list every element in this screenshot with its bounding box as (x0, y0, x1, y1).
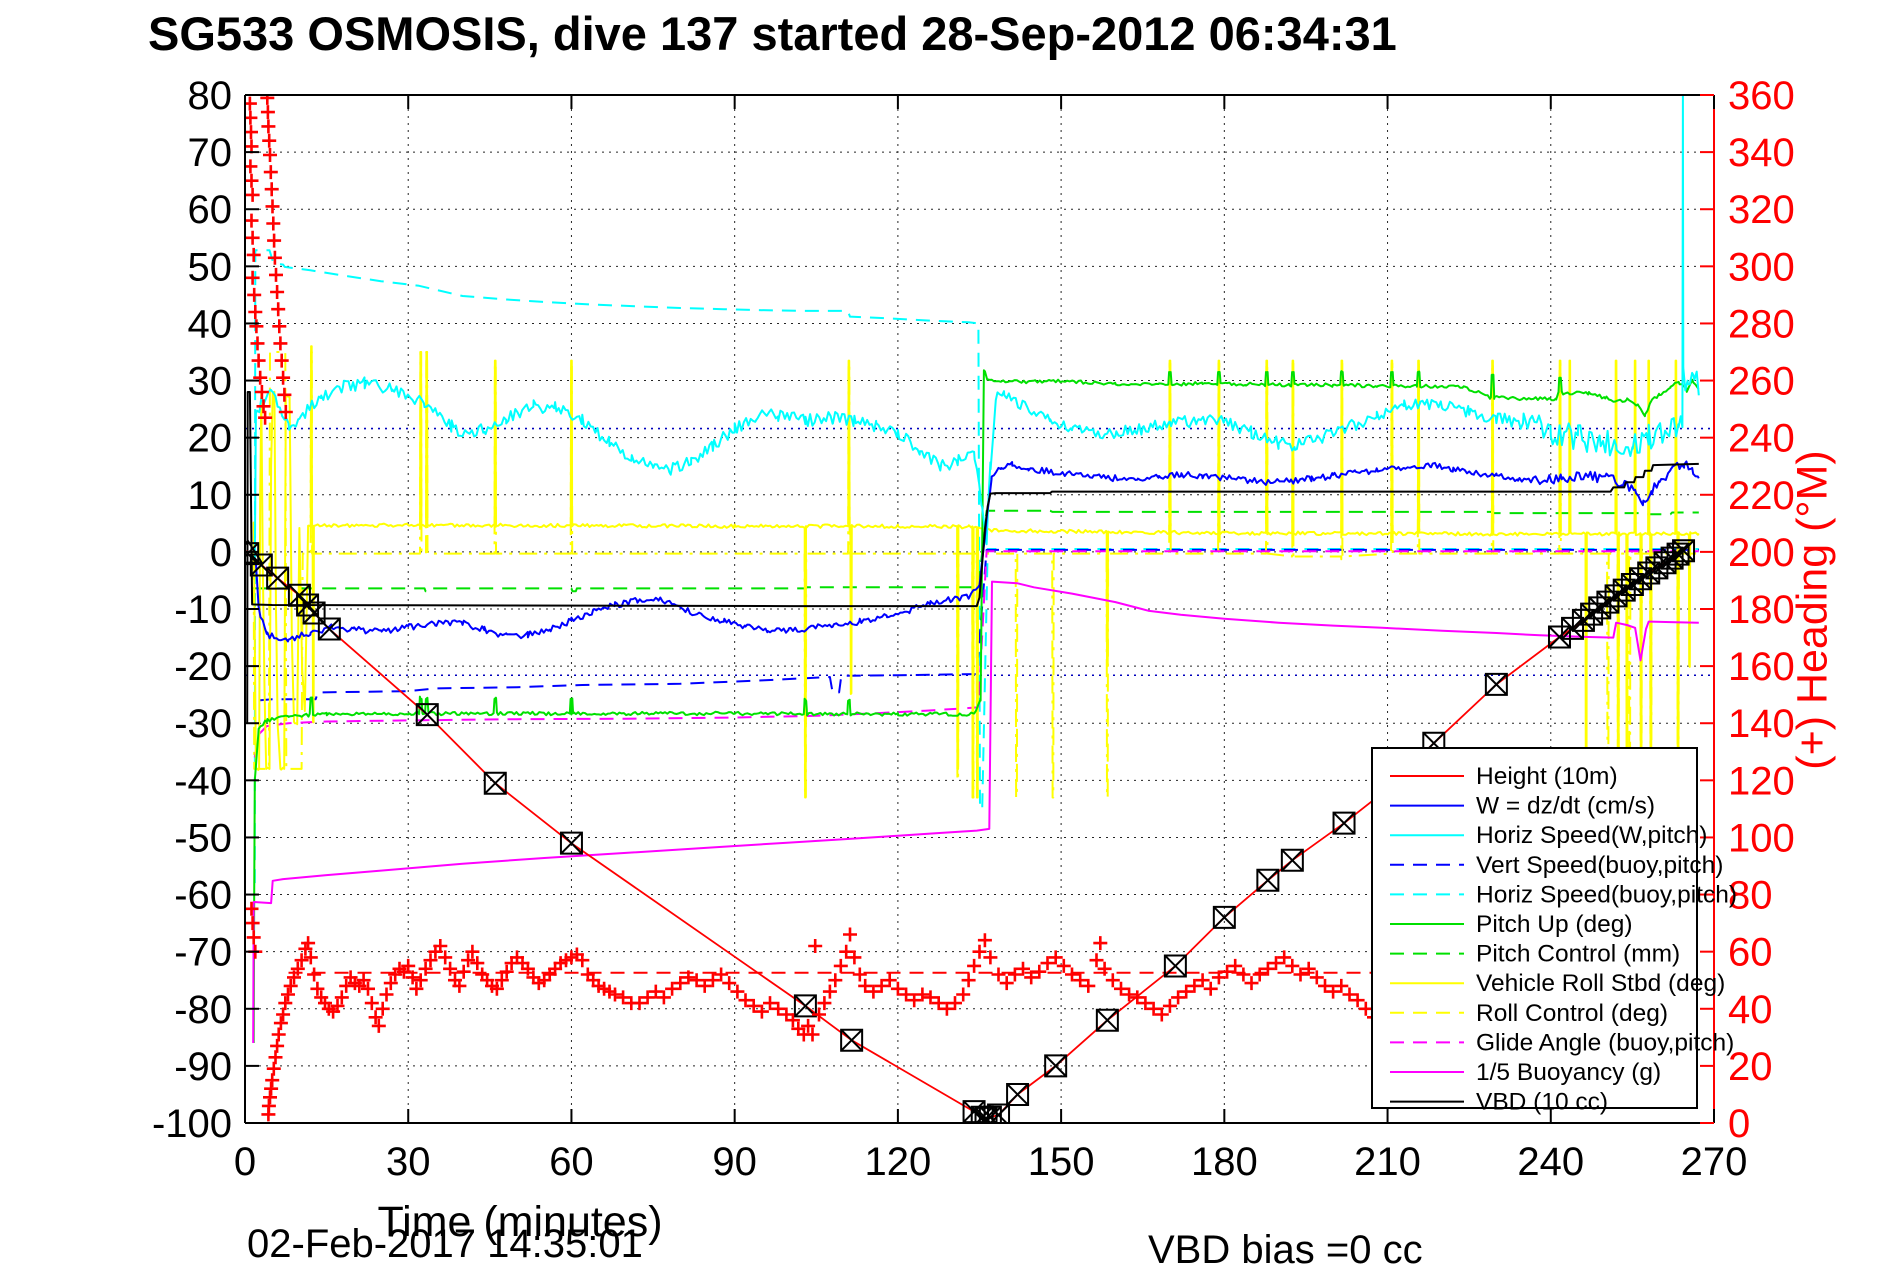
series-vert_buoy (258, 548, 1699, 702)
right-tick-label: 260 (1728, 360, 1795, 404)
right-tick-label: 300 (1728, 245, 1795, 289)
left-tick-label: -30 (174, 702, 232, 746)
left-tick-label: 50 (188, 245, 233, 289)
legend-entry: Glide Angle (buoy,pitch) (1390, 1029, 1734, 1056)
right-tick-label: 180 (1728, 588, 1795, 632)
legend-label: Horiz Speed(buoy,pitch) (1476, 881, 1737, 908)
series-pitch (252, 369, 1700, 1044)
legend-label: Vert Speed(buoy,pitch) (1476, 852, 1723, 879)
left-tick-label: 20 (188, 417, 233, 461)
right-tick-label: 0 (1728, 1102, 1750, 1146)
right-tick-label: 20 (1728, 1045, 1773, 1089)
legend-label: Horiz Speed(W,pitch) (1476, 822, 1707, 849)
left-tick-label: -70 (174, 931, 232, 975)
x-tick-label: 270 (1681, 1140, 1748, 1184)
left-tick-label: -80 (174, 988, 232, 1032)
right-axis-label: (+) Heading (°M) (1788, 450, 1837, 770)
right-tick-label: 240 (1728, 417, 1795, 461)
left-tick-label: 10 (188, 474, 233, 518)
legend-label: Pitch Up (deg) (1476, 911, 1633, 938)
right-tick-label: 120 (1728, 759, 1795, 803)
left-tick-label: -20 (174, 645, 232, 689)
left-tick-label: -40 (174, 759, 232, 803)
left-tick-label: 40 (188, 302, 233, 346)
legend-entry: Pitch Up (deg) (1390, 911, 1633, 938)
heading-scatter (245, 95, 1398, 1122)
legend-label: Roll Control (deg) (1476, 1000, 1668, 1027)
left-tick-label: 30 (188, 360, 233, 404)
x-tick-label: 90 (712, 1140, 757, 1184)
right-tick-label: 140 (1728, 702, 1795, 746)
legend-entry: Height (10m) (1390, 763, 1618, 790)
date-stamp: 02-Feb-2017 14:35:01 (247, 1222, 643, 1266)
x-tick-label: 150 (1028, 1140, 1095, 1184)
right-tick-label: 200 (1728, 531, 1795, 575)
legend-entry: VBD (10 cc) (1390, 1089, 1608, 1116)
legend-label: Vehicle Roll Stbd (deg) (1476, 970, 1725, 997)
legend-entry: Vehicle Roll Stbd (deg) (1390, 970, 1725, 997)
series-vbd (246, 391, 1699, 724)
series-glide (253, 550, 1699, 758)
left-tick-label: -60 (174, 874, 232, 918)
x-tick-label: 180 (1191, 1140, 1258, 1184)
left-tick-label: 60 (188, 188, 233, 232)
legend-label: W = dz/dt (cm/s) (1476, 793, 1655, 820)
legend-entry: Horiz Speed(buoy,pitch) (1390, 881, 1737, 908)
x-tick-label: 210 (1354, 1140, 1421, 1184)
vbd-bias-label: VBD bias =0 cc (1148, 1228, 1423, 1272)
legend-label: Height (10m) (1476, 763, 1618, 790)
reference-lines (245, 427, 1714, 974)
right-tick-label: 320 (1728, 188, 1795, 232)
legend-label: 1/5 Buoyancy (g) (1476, 1059, 1661, 1086)
chart-title: SG533 OSMOSIS, dive 137 started 28-Sep-2… (148, 7, 1397, 60)
right-tick-label: 80 (1728, 874, 1773, 918)
left-tick-label: -90 (174, 1045, 232, 1089)
legend-label: Glide Angle (buoy,pitch) (1476, 1029, 1734, 1056)
right-tick-label: 280 (1728, 302, 1795, 346)
series-pitch_ctl (253, 509, 1699, 593)
height-markers (245, 538, 1696, 1123)
legend-entry: Horiz Speed(W,pitch) (1390, 822, 1707, 849)
right-tick-label: 100 (1728, 816, 1795, 860)
x-tick-label: 0 (234, 1140, 256, 1184)
left-tick-label: 0 (210, 531, 232, 575)
right-tick-label: 160 (1728, 645, 1795, 689)
left-tick-label: -100 (152, 1102, 232, 1146)
legend-entry: Pitch Control (mm) (1390, 941, 1680, 968)
series-buoy (252, 580, 1699, 1044)
right-tick-label: 360 (1728, 74, 1795, 118)
right-tick-label: 40 (1728, 988, 1773, 1032)
series-horiz_buoy (253, 249, 1699, 884)
x-axis-label: Time (minutes) (377, 1198, 663, 1246)
left-tick-label: 70 (188, 131, 233, 175)
axes: 0 30 60 90 120 150 180 210 240 270-100-90-80-70-6… (152, 74, 1795, 1184)
legend-entry: Roll Control (deg) (1390, 1000, 1668, 1027)
legend-entry: W = dz/dt (cm/s) (1390, 793, 1655, 820)
x-tick-label: 30 (386, 1140, 431, 1184)
right-tick-label: 220 (1728, 474, 1795, 518)
legend-label: VBD (10 cc) (1476, 1089, 1608, 1116)
left-tick-label: -50 (174, 816, 232, 860)
left-tick-label: 80 (188, 74, 233, 118)
x-tick-label: 120 (865, 1140, 932, 1184)
right-tick-label: 340 (1728, 131, 1795, 175)
left-tick-label: -10 (174, 588, 232, 632)
legend: Height (10m)W = dz/dt (cm/s)Horiz Speed(… (1371, 747, 1737, 1116)
legend-entry: 1/5 Buoyancy (g) (1390, 1059, 1661, 1086)
right-tick-label: 60 (1728, 931, 1773, 975)
x-tick-label: 240 (1517, 1140, 1584, 1184)
series-horiz_w (253, 95, 1700, 560)
legend-entry: Vert Speed(buoy,pitch) (1390, 852, 1723, 879)
legend-label: Pitch Control (mm) (1476, 941, 1680, 968)
x-tick-label: 60 (549, 1140, 594, 1184)
